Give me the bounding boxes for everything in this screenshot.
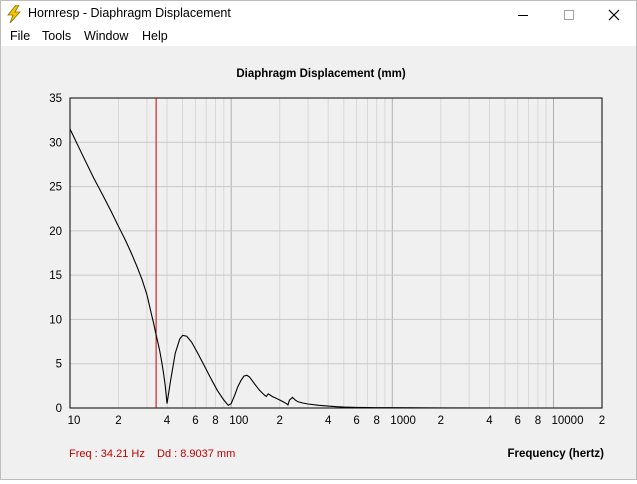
menu-tools[interactable]: Tools	[42, 29, 72, 43]
x-tick-label: 6	[192, 415, 198, 427]
x-axis-ticks: 10 2 4 6 8 100 2 4 6 8 1000 2 4 6 8 10000 2	[68, 415, 606, 427]
vertical-grid	[118, 98, 554, 408]
y-tick-label: 10	[49, 314, 62, 326]
title-bar: Hornresp - Diaphragm Displacement	[1, 1, 636, 28]
x-axis-label: Frequency (hertz)	[508, 448, 605, 460]
chart-area: 0 5 10 15 20 25 30 35 10 2 4 6 8 100 2 4 6 8 1000 2 4 6 8 1000…	[1, 46, 636, 479]
x-tick-label: 100	[229, 415, 248, 427]
displacement-chart[interactable]: 0 5 10 15 20 25 30 35 10 2 4 6 8 100 2 4 6 8 1000 2 4 6 8 1000…	[1, 46, 636, 479]
x-tick-label: 10	[68, 415, 81, 427]
x-tick-label: 6	[514, 415, 520, 427]
menu-window[interactable]: Window	[84, 29, 129, 43]
y-tick-label: 15	[49, 270, 62, 282]
plot-frame	[69, 97, 603, 409]
x-tick-label: 2	[276, 415, 282, 427]
close-button[interactable]	[591, 1, 637, 28]
menu-bar: File Tools Window Help	[1, 28, 636, 46]
minimize-button[interactable]	[500, 1, 546, 28]
menu-help[interactable]: Help	[142, 29, 168, 43]
y-tick-label: 5	[56, 359, 62, 371]
x-tick-label: 8	[535, 415, 541, 427]
x-tick-label: 4	[325, 415, 332, 427]
x-tick-label: 2	[438, 415, 444, 427]
x-tick-label: 2	[115, 415, 121, 427]
x-tick-label: 4	[164, 415, 171, 427]
y-tick-label: 20	[49, 226, 62, 238]
window-title: Hornresp - Diaphragm Displacement	[28, 6, 231, 20]
y-axis-ticks: 0 5 10 15 20 25 30 35	[49, 93, 62, 415]
chart-title: Diaphragm Displacement (mm)	[236, 68, 406, 80]
y-tick-label: 25	[49, 182, 62, 194]
status-displacement: Dd : 8.9037 mm	[157, 448, 235, 460]
x-tick-label: 2	[599, 415, 605, 427]
x-tick-label: 10000	[552, 415, 584, 427]
menu-file[interactable]: File	[10, 29, 31, 43]
maximize-icon	[564, 9, 574, 20]
y-tick-label: 30	[49, 137, 62, 149]
x-tick-label: 8	[212, 415, 218, 427]
x-tick-label: 4	[486, 415, 493, 427]
status-frequency: Freq : 34.21 Hz	[69, 448, 145, 460]
y-tick-label: 0	[56, 403, 62, 415]
lightning-bolt-icon	[7, 5, 21, 23]
x-tick-label: 6	[353, 415, 359, 427]
minimize-icon	[518, 14, 528, 16]
series-line	[69, 128, 602, 409]
maximize-button[interactable]	[546, 1, 592, 28]
x-tick-label: 1000	[390, 415, 416, 427]
horizontal-grid	[70, 141, 602, 365]
close-icon	[608, 9, 620, 20]
y-tick-label: 35	[49, 93, 62, 105]
x-tick-label: 8	[373, 415, 379, 427]
